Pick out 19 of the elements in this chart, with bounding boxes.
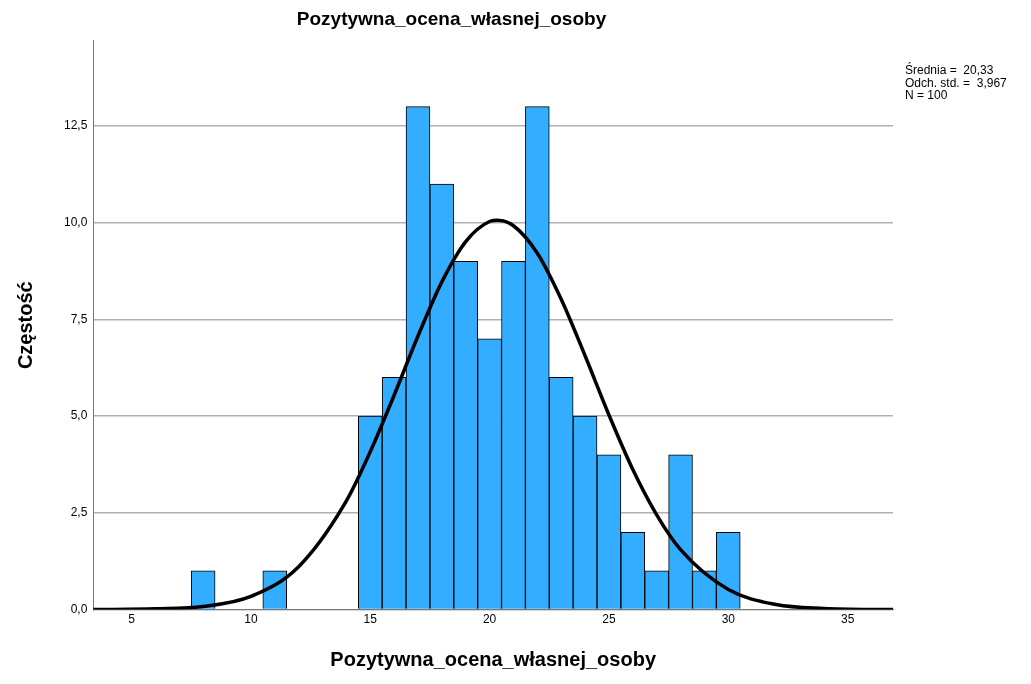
x-tick-label: 25: [602, 612, 616, 627]
text: Odch. std. = 3,967: [905, 75, 1008, 90]
x-axis-title: Pozytywna_ocena_własnej_osoby: [330, 647, 657, 670]
x-tick-label: 30: [721, 612, 736, 627]
y-axis-title: Częstość: [13, 281, 36, 370]
y-tick-label: 10,0: [64, 214, 88, 229]
text: Średnia = 20,33: [905, 62, 994, 78]
chart-title: Pozytywna_ocena_własnej_osoby: [296, 7, 607, 29]
y-tick-label: 2,5: [70, 505, 88, 520]
y-tick-label: 0,0: [70, 601, 88, 616]
x-tick-label: 10: [244, 612, 258, 627]
text: N = 100: [905, 88, 948, 103]
x-tick-label: 35: [840, 612, 855, 627]
x-tick-label: 5: [128, 612, 136, 627]
x-tick-label: 20: [482, 612, 497, 627]
y-tick-label: 12,5: [64, 118, 88, 133]
y-tick-label: 5,0: [70, 408, 88, 423]
x-tick-label: 15: [363, 612, 378, 627]
y-tick-label: 7,5: [70, 311, 88, 326]
